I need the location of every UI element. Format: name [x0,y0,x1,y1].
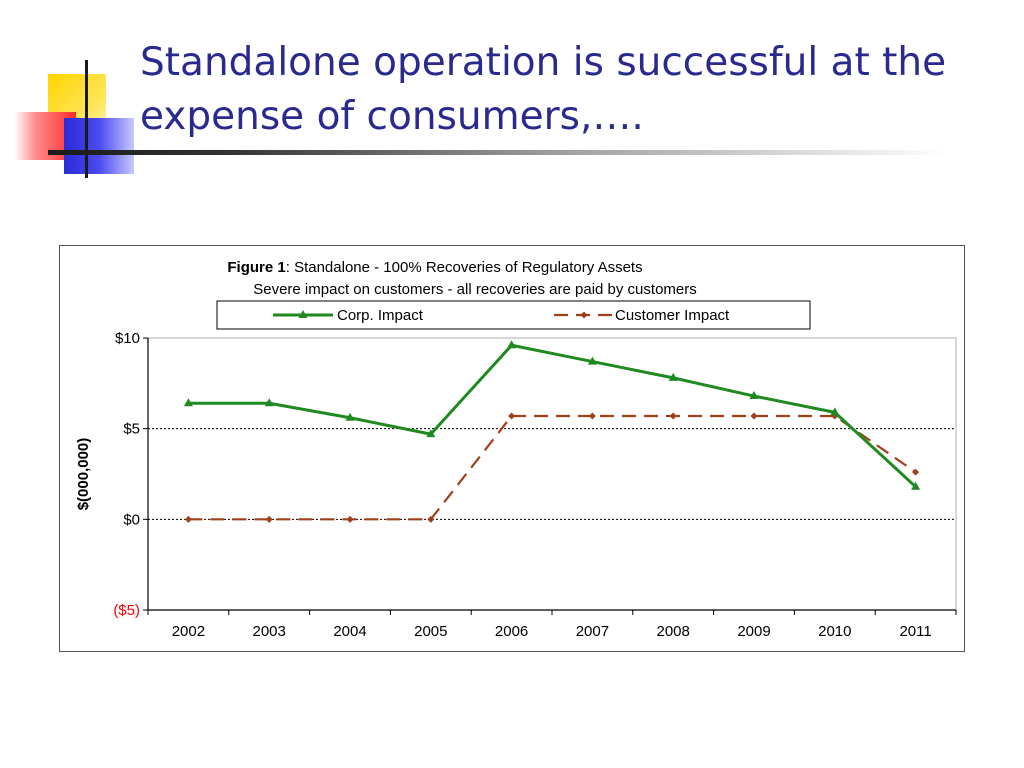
data-point-triangle [749,391,759,400]
data-point-triangle [587,356,597,365]
x-tick-label: 2002 [172,623,205,640]
decorative-blue-square [64,118,134,174]
y-tick-label: ($5) [113,602,140,619]
data-point-triangle [668,372,678,381]
y-tick-label: $0 [123,511,140,528]
data-point-triangle [911,481,921,490]
data-point-triangle [426,429,436,438]
chart-title-rest: : Standalone - 100% Recoveries of Regula… [286,259,643,276]
x-tick-label: 2006 [495,623,528,640]
data-point-triangle [507,340,517,349]
plot-area: $10 $5 $0 ($5) 2002 2003 2004 2005 2006 2007 2008 2… [113,330,957,640]
decorative-vertical-line [85,60,88,178]
data-point-diamond [508,412,516,420]
title-underline [48,150,948,155]
y-tick-label: $5 [123,421,140,438]
data-point-triangle [345,412,355,421]
plot-border [147,337,957,611]
data-point-diamond [346,515,354,523]
data-point-triangle [298,310,308,318]
data-point-diamond [427,515,435,523]
data-point-diamond [184,515,192,523]
data-point-diamond [750,412,758,420]
x-tick-label: 2004 [333,623,366,640]
data-point-diamond [912,468,920,476]
data-point-diamond [588,412,596,420]
legend-label: Customer Impact [615,307,730,324]
y-tick-label: $10 [115,330,140,347]
x-tick-label: 2008 [657,623,690,640]
x-tick-label: 2009 [737,623,770,640]
series-line-corp-impact [188,343,917,488]
slide-title: Standalone operation is successful at th… [140,40,947,139]
series-line-customer-impact [188,414,917,521]
legend-box [216,300,811,330]
x-tick-label: 2005 [414,623,447,640]
data-point-triangle [264,398,274,407]
data-point-triangle [183,398,193,407]
chart-title-bold: Figure 1 [227,259,285,276]
data-point-diamond [669,412,677,420]
chart-legend: Corp. Impact Customer Impact [216,300,811,330]
x-tick-label: 2007 [576,623,609,640]
data-point-diamond [265,515,273,523]
chart-subtitle: Severe impact on customers - all recover… [253,281,697,298]
x-tick-label: 2003 [253,623,286,640]
x-tick-label: 2010 [818,623,851,640]
legend-label: Corp. Impact [337,307,424,324]
line-chart: Figure 1: Standalone - 100% Recoveries o… [75,259,957,640]
data-point-triangle [830,407,840,416]
chart-title: Figure 1: Standalone - 100% Recoveries o… [227,259,642,276]
data-point-diamond [580,311,588,319]
y-axis-label: $(000,000) [75,438,92,511]
x-tick-label: 2011 [899,623,931,640]
